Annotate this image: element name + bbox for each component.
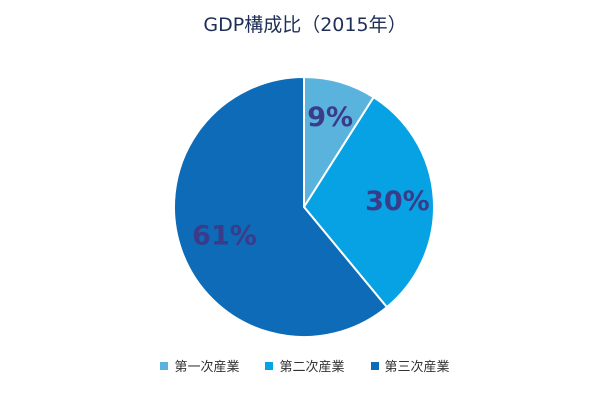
legend-swatch-secondary <box>265 361 274 370</box>
pie-label-secondary: 30% <box>365 186 430 217</box>
legend-label-secondary: 第二次産業 <box>279 360 345 375</box>
chart-title: GDP構成比（2015年） <box>203 14 407 36</box>
legend-item-tertiary: 第三次産業 <box>370 356 450 375</box>
legend-swatch-primary <box>160 361 169 370</box>
pie-slices <box>173 75 435 338</box>
legend-item-secondary: 第二次産業 <box>265 356 345 375</box>
pie-slice-tertiary <box>173 75 389 338</box>
legend-item-primary: 第一次産業 <box>160 356 239 375</box>
legend-label-tertiary: 第三次産業 <box>384 360 450 375</box>
pie-label-tertiary: 61% <box>192 221 257 252</box>
pie-data-labels: 9% 30% 61% <box>192 102 430 252</box>
pie-slice-secondary <box>302 95 435 309</box>
legend-label-primary: 第一次産業 <box>174 360 240 375</box>
legend: 第一次産業 第二次産業 第三次産業 <box>0 356 610 375</box>
pie-label-primary: 9% <box>307 102 353 133</box>
legend-swatch-tertiary <box>370 361 379 370</box>
